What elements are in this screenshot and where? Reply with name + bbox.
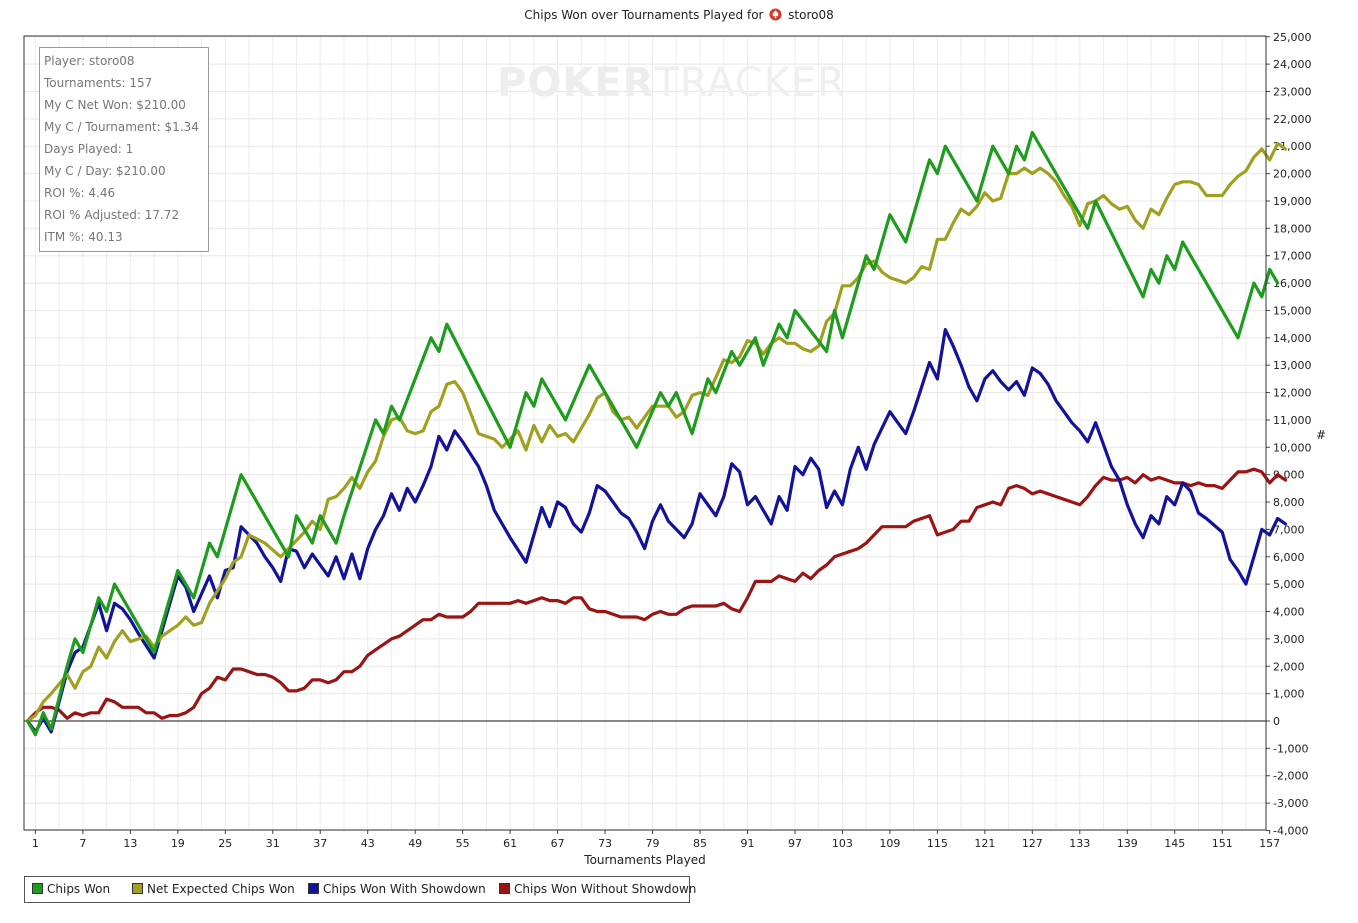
series-line-chips-won [25,130,1280,737]
y-tick-label: -3,000 [1273,797,1308,810]
x-tick-label: 133 [1069,837,1090,850]
stat-per-day: My C / Day: $210.00 [44,164,166,178]
x-tick-label: 157 [1259,837,1280,850]
legend-label: Chips Won Without Showdown [514,882,697,896]
legend-swatch [499,883,510,894]
x-tick-label: 91 [740,837,754,850]
stat-roi: ROI %: 4.46 [44,186,116,200]
y-tick-label: 13,000 [1273,359,1312,372]
y-tick-label: 21,000 [1273,140,1312,153]
y-tick-label: 15,000 [1273,304,1312,317]
y-tick-label: 22,000 [1273,113,1312,126]
y-tick-label: -1,000 [1273,742,1308,755]
y-tick-label: 19,000 [1273,195,1312,208]
x-tick-label: 31 [266,837,280,850]
series-line-net-expected-chips-won [25,141,1288,723]
y-tick-label: 14,000 [1273,332,1312,345]
y-tick-label: 2,000 [1273,660,1305,673]
pokertracker-watermark: POKERTRACKER [497,60,846,106]
x-tick-label: 37 [313,837,327,850]
x-tick-label: 13 [123,837,137,850]
series-line-chips-won-without-showdown [25,467,1288,723]
x-tick-label: 67 [551,837,565,850]
chart-title-prefix: Chips Won over Tournaments Played for [524,8,764,22]
legend-swatch [132,883,143,894]
x-tick-label: 73 [598,837,612,850]
legend-item-chips-won[interactable]: Chips Won [32,877,110,902]
y-tick-label: 10,000 [1273,441,1312,454]
y-tick-label: 1,000 [1273,688,1305,701]
y-tick-label: 11,000 [1273,414,1312,427]
series-line-chips-won-with-showdown [25,328,1288,734]
y-tick-label: 0 [1273,715,1280,728]
watermark-tracker: TRACKER [654,60,846,106]
legend-label: Net Expected Chips Won [147,882,295,896]
stat-player: Player: storo08 [44,54,135,68]
y-tick-label: 4,000 [1273,606,1305,619]
stat-roi-adjusted: ROI % Adjusted: 17.72 [44,208,180,222]
stat-tournaments: Tournaments: 157 [44,76,153,90]
y-tick-label: 18,000 [1273,222,1312,235]
legend-label: Chips Won With Showdown [323,882,486,896]
x-tick-label: 103 [832,837,853,850]
x-tick-label: 49 [408,837,422,850]
stat-itm: ITM %: 40.13 [44,230,123,244]
y-tick-label: 12,000 [1273,387,1312,400]
legend-item-without-showdown[interactable]: Chips Won Without Showdown [499,877,696,902]
x-tick-label: 151 [1212,837,1233,850]
x-tick-label: 19 [171,837,185,850]
chart-legend: Chips Won Net Expected Chips Won Chips W… [24,876,696,903]
y-tick-label: 24,000 [1273,58,1312,71]
x-axis-title: Tournaments Played [584,853,706,867]
x-tick-label: 43 [361,837,375,850]
x-tick-label: 85 [693,837,707,850]
x-tick-label: 25 [218,837,232,850]
x-tick-label: 145 [1164,837,1185,850]
y-tick-label: 17,000 [1273,250,1312,263]
y-tick-label: 16,000 [1273,277,1312,290]
watermark-poker: POKER [497,60,655,106]
y-tick-label: 6,000 [1273,551,1305,564]
x-tick-label: 79 [646,837,660,850]
player-stats-box: Player: storo08 Tournaments: 157 My C Ne… [39,47,209,252]
stat-net-won: My C Net Won: $210.00 [44,98,186,112]
plot-border [23,35,1267,831]
x-tick-label: 139 [1117,837,1138,850]
y-tick-label: -4,000 [1273,824,1308,837]
x-tick-label: 115 [927,837,948,850]
x-tick-label: 55 [456,837,470,850]
x-tick-label: 121 [974,837,995,850]
y-tick-label: 23,000 [1273,85,1312,98]
x-tick-label: 109 [879,837,900,850]
y-tick-label: 5,000 [1273,578,1305,591]
legend-item-net-expected[interactable]: Net Expected Chips Won [132,877,295,902]
plot-area [24,36,1266,830]
x-tick-label: 1 [32,837,39,850]
x-tick-label: 61 [503,837,517,850]
chart-title: Chips Won over Tournaments Played for st… [0,8,1358,22]
stat-days-played: Days Played: 1 [44,142,134,156]
legend-swatch [32,883,43,894]
y-tick-label: 8,000 [1273,496,1305,509]
y-axis-title: # [1316,428,1327,442]
y-tick-label: 20,000 [1273,168,1312,181]
y-tick-label: -2,000 [1273,770,1308,783]
y-tick-label: 7,000 [1273,523,1305,536]
y-tick-label: 25,000 [1273,31,1312,44]
x-tick-label: 127 [1022,837,1043,850]
chart-title-player: storo08 [788,8,834,22]
y-tick-label: 3,000 [1273,633,1305,646]
legend-item-with-showdown[interactable]: Chips Won With Showdown [308,877,486,902]
legend-label: Chips Won [47,882,111,896]
stat-per-tournament: My C / Tournament: $1.34 [44,120,199,134]
x-tick-label: 97 [788,837,802,850]
legend-swatch [308,883,319,894]
poker-spade-icon [769,8,782,21]
x-tick-label: 7 [79,837,86,850]
